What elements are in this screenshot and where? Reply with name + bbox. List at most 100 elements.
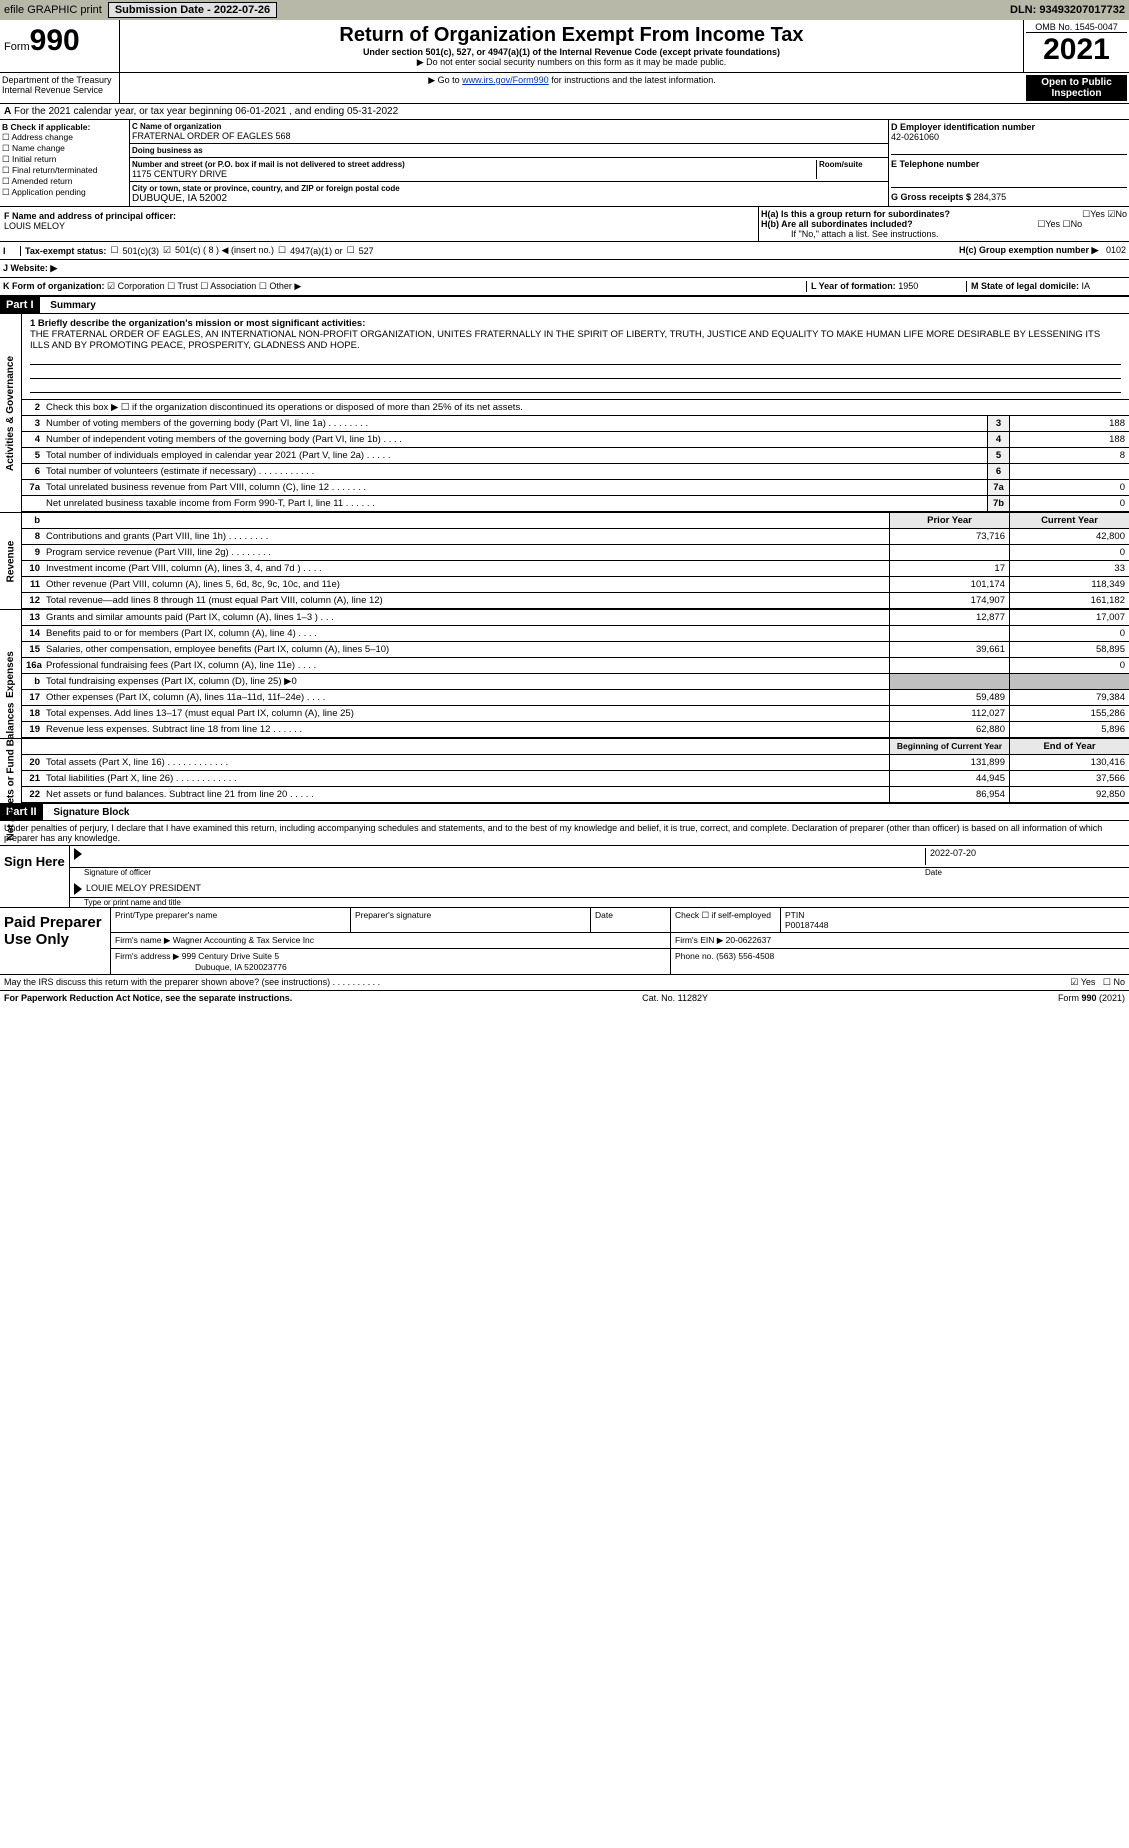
- summary-row: 11Other revenue (Part VIII, column (A), …: [22, 577, 1129, 593]
- summary-row: 19Revenue less expenses. Subtract line 1…: [22, 722, 1129, 738]
- hc-label: H(c) Group exemption number ▶: [959, 245, 1098, 255]
- side-net-assets: Net Assets or Fund Balances: [0, 739, 22, 803]
- street-address: 1175 CENTURY DRIVE: [132, 169, 816, 179]
- sign-here-label: Sign Here: [0, 846, 70, 907]
- mission-label: 1 Briefly describe the organization's mi…: [30, 318, 365, 329]
- checkbox-item[interactable]: ☐ Amended return: [2, 176, 127, 187]
- paperwork-notice: For Paperwork Reduction Act Notice, see …: [4, 993, 292, 1003]
- form-header: Form990 Return of Organization Exempt Fr…: [0, 20, 1129, 73]
- summary-row: 21Total liabilities (Part X, line 26) . …: [22, 771, 1129, 787]
- date-label: Date: [925, 868, 1125, 877]
- summary-row: 20Total assets (Part X, line 16) . . . .…: [22, 755, 1129, 771]
- gross-value: 284,375: [974, 192, 1007, 202]
- irs-label: Internal Revenue Service: [2, 85, 117, 95]
- line-a-period: A For the 2021 calendar year, or tax yea…: [0, 104, 1129, 120]
- summary-row: 3Number of voting members of the governi…: [22, 416, 1129, 432]
- ein-value: 42-0261060: [891, 132, 939, 142]
- prior-year-header: Prior Year: [889, 513, 1009, 528]
- firm-phone: (563) 556-4508: [716, 951, 774, 961]
- preparer-date-header: Date: [591, 908, 671, 932]
- box-b: B Check if applicable: ☐ Address change☐…: [0, 120, 130, 206]
- checkbox-item[interactable]: ☐ Initial return: [2, 154, 127, 165]
- summary-row: 17Other expenses (Part IX, column (A), l…: [22, 690, 1129, 706]
- summary-row: 6Total number of volunteers (estimate if…: [22, 464, 1129, 480]
- paid-preparer-label: Paid Preparer Use Only: [0, 908, 110, 974]
- checkbox-item[interactable]: ☐ Final return/terminated: [2, 165, 127, 176]
- hb-note: If "No," attach a list. See instructions…: [761, 229, 1127, 239]
- checkbox-item[interactable]: ☐ Application pending: [2, 187, 127, 198]
- firm-ein-label: Firm's EIN ▶: [675, 935, 723, 945]
- ein-label: D Employer identification number: [891, 122, 1035, 132]
- summary-row: 5Total number of individuals employed in…: [22, 448, 1129, 464]
- discuss-question: May the IRS discuss this return with the…: [4, 977, 380, 988]
- dln-label: DLN: 93493207017732: [1010, 4, 1125, 16]
- firm-phone-label: Phone no.: [675, 951, 714, 961]
- begin-year-header: Beginning of Current Year: [889, 739, 1009, 754]
- summary-row: 9Program service revenue (Part VIII, lin…: [22, 545, 1129, 561]
- current-year-header: Current Year: [1009, 513, 1129, 528]
- room-label: Room/suite: [819, 160, 886, 169]
- summary-row: 18Total expenses. Add lines 13–17 (must …: [22, 706, 1129, 722]
- arrow-icon: [74, 883, 82, 895]
- mission-text: THE FRATERNAL ORDER OF EAGLES, AN INTERN…: [30, 329, 1100, 351]
- firm-ein: 20-0622637: [726, 935, 771, 945]
- preparer-sig-header: Preparer's signature: [351, 908, 591, 932]
- summary-row: 16aProfessional fundraising fees (Part I…: [22, 658, 1129, 674]
- side-revenue: Revenue: [0, 513, 22, 609]
- summary-row: 14Benefits paid to or for members (Part …: [22, 626, 1129, 642]
- city-value: DUBUQUE, IA 52002: [132, 193, 886, 204]
- submission-date-button[interactable]: Submission Date - 2022-07-26: [108, 2, 277, 18]
- hb-label: H(b) Are all subordinates included?: [761, 219, 913, 229]
- side-governance: Activities & Governance: [0, 314, 22, 512]
- summary-row: 4Number of independent voting members of…: [22, 432, 1129, 448]
- part1-title: Summary: [42, 300, 96, 311]
- goto-instructions: ▶ Go to www.irs.gov/Form990 for instruct…: [120, 73, 1024, 103]
- website-label: J Website: ▶: [3, 263, 57, 274]
- phone-label: E Telephone number: [891, 159, 979, 169]
- cat-no: Cat. No. 11282Y: [642, 993, 708, 1003]
- open-to-public: Open to Public Inspection: [1026, 75, 1127, 101]
- summary-row: Net unrelated business taxable income fr…: [22, 496, 1129, 512]
- checkbox-item[interactable]: ☐ Name change: [2, 143, 127, 154]
- ptin-label: PTIN: [785, 910, 804, 920]
- print-name-label: Type or print name and title: [70, 898, 1129, 907]
- firm-addr-label: Firm's address ▶: [115, 951, 179, 961]
- summary-row: 7aTotal unrelated business revenue from …: [22, 480, 1129, 496]
- ha-label: H(a) Is this a group return for subordin…: [761, 209, 950, 219]
- officer-print-name: LOUIE MELOY PRESIDENT: [86, 883, 201, 895]
- gross-label: G Gross receipts $: [891, 192, 971, 202]
- form-title: Return of Organization Exempt From Incom…: [124, 24, 1019, 47]
- part2-title: Signature Block: [45, 807, 129, 818]
- summary-row: 15Salaries, other compensation, employee…: [22, 642, 1129, 658]
- line2-text: Check this box ▶ ☐ if the organization d…: [44, 400, 1129, 415]
- preparer-name-header: Print/Type preparer's name: [111, 908, 351, 932]
- summary-row: 22Net assets or fund balances. Subtract …: [22, 787, 1129, 803]
- firm-addr2: Dubuque, IA 520023776: [115, 962, 287, 972]
- domicile-label: M State of legal domicile:: [971, 281, 1079, 291]
- firm-name: Wagner Accounting & Tax Service Inc: [173, 935, 314, 945]
- part1-header: Part I: [0, 297, 40, 313]
- omb-number: OMB No. 1545-0047: [1026, 22, 1127, 33]
- summary-row: bTotal fundraising expenses (Part IX, co…: [22, 674, 1129, 690]
- efile-label: efile GRAPHIC print: [4, 4, 102, 16]
- form-note-ssn: ▶ Do not enter social security numbers o…: [124, 57, 1019, 68]
- year-formation: 1950: [898, 281, 918, 291]
- tax-status-label: Tax-exempt status:: [25, 246, 106, 256]
- checkbox-item[interactable]: ☐ Address change: [2, 132, 127, 143]
- ptin-value: P00187448: [785, 920, 829, 930]
- officer-name: LOUIS MELOY: [4, 221, 65, 231]
- efile-topbar: efile GRAPHIC print Submission Date - 20…: [0, 0, 1129, 20]
- city-label: City or town, state or province, country…: [132, 184, 886, 193]
- arrow-icon: [74, 848, 82, 860]
- name-label: C Name of organization: [132, 122, 886, 131]
- summary-row: 12Total revenue—add lines 8 through 11 (…: [22, 593, 1129, 609]
- year-formation-label: L Year of formation:: [811, 281, 896, 291]
- form-footer: Form 990 (2021): [1058, 993, 1125, 1003]
- form-org-label: K Form of organization:: [3, 281, 105, 291]
- firm-name-label: Firm's name ▶: [115, 935, 170, 945]
- form-word: Form: [4, 41, 30, 53]
- summary-row: 13Grants and similar amounts paid (Part …: [22, 610, 1129, 626]
- form-number: 990: [30, 24, 80, 57]
- org-name: FRATERNAL ORDER OF EAGLES 568: [132, 131, 886, 141]
- irs-link[interactable]: www.irs.gov/Form990: [462, 75, 549, 85]
